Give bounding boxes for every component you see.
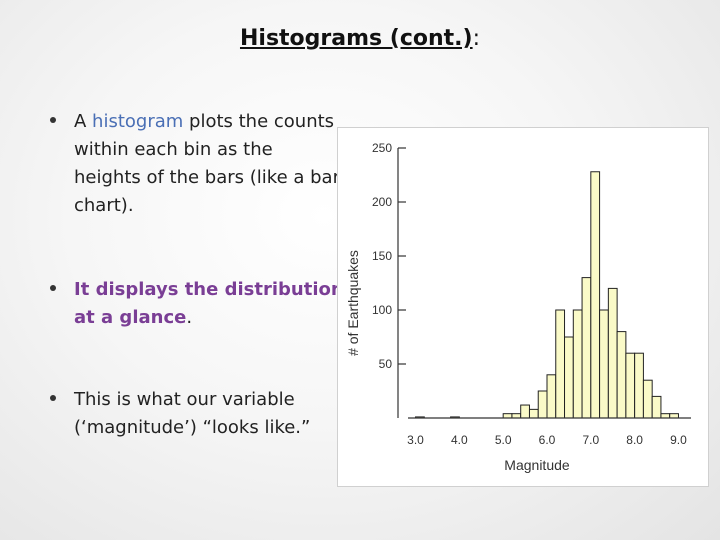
x-tick-label: 4.0 (451, 433, 468, 447)
y-tick-label: 50 (379, 357, 393, 371)
histogram-bar (572, 309, 583, 419)
histogram-bar (660, 413, 671, 419)
bullet-dot-icon (50, 285, 56, 291)
bullet-dot-icon (50, 117, 56, 123)
histogram-bar (520, 404, 530, 419)
bullet-text-1: A histogram plots the counts within each… (74, 108, 344, 220)
histogram-bar (642, 379, 653, 419)
bullet-dot-icon (50, 395, 56, 401)
histogram-bar (581, 277, 592, 419)
x-tick-label: 6.0 (539, 433, 556, 447)
bullet-text-2: It displays the distribution at a glance… (74, 276, 344, 332)
y-tick-label: 200 (372, 195, 392, 209)
x-tick-label: 7.0 (582, 433, 599, 447)
histogram-bar (564, 336, 574, 419)
histogram-bar (607, 287, 618, 419)
histogram-bar (669, 413, 679, 419)
x-tick-label: 8.0 (626, 433, 643, 447)
histogram-bar (616, 331, 627, 419)
histogram-bar (634, 352, 644, 419)
slide-title-main: Histograms (cont.) (239, 26, 473, 51)
x-axis-title: Magnitude (504, 457, 570, 473)
histogram-bar (511, 413, 522, 419)
bullet-2-period: . (186, 307, 193, 328)
x-tick-label: 9.0 (670, 433, 687, 447)
histogram-bar (528, 408, 539, 419)
y-tick-label: 250 (372, 141, 392, 155)
slide-title: Histograms (cont.): (0, 26, 720, 51)
x-tick-label: 5.0 (495, 433, 512, 447)
y-tick-label: 100 (372, 303, 392, 317)
histogram-bar (599, 309, 609, 419)
histogram-bar (537, 390, 548, 419)
histogram-bar (502, 413, 513, 419)
y-axis-title: # of Earthquakes (345, 250, 361, 356)
histogram-svg: 50 100 150 200 250 # of Earthquakes 3.0 4.0 5.0 6… (345, 141, 691, 473)
bullet-text-3: This is what our variable (‘magnitude’) … (74, 389, 311, 438)
distribution-emphasis: It displays the distribution at a glance (74, 279, 344, 328)
x-tick-label: 3.0 (407, 433, 424, 447)
histogram-term: histogram (92, 111, 184, 132)
histogram-bar (555, 309, 566, 419)
histogram-bar (651, 395, 662, 419)
histogram-chart: 50 100 150 200 250 # of Earthquakes 3.0 4.0 5.0 6… (337, 127, 709, 487)
histogram-bar (625, 352, 636, 419)
histogram-bar (546, 374, 557, 419)
bullet-1-prefix: A (74, 111, 93, 132)
y-tick-label: 150 (372, 249, 392, 263)
slide-title-colon: : (472, 26, 481, 51)
bullet-1-rest: plots the counts within each bin as the … (74, 111, 340, 216)
histogram-bar (590, 171, 601, 419)
